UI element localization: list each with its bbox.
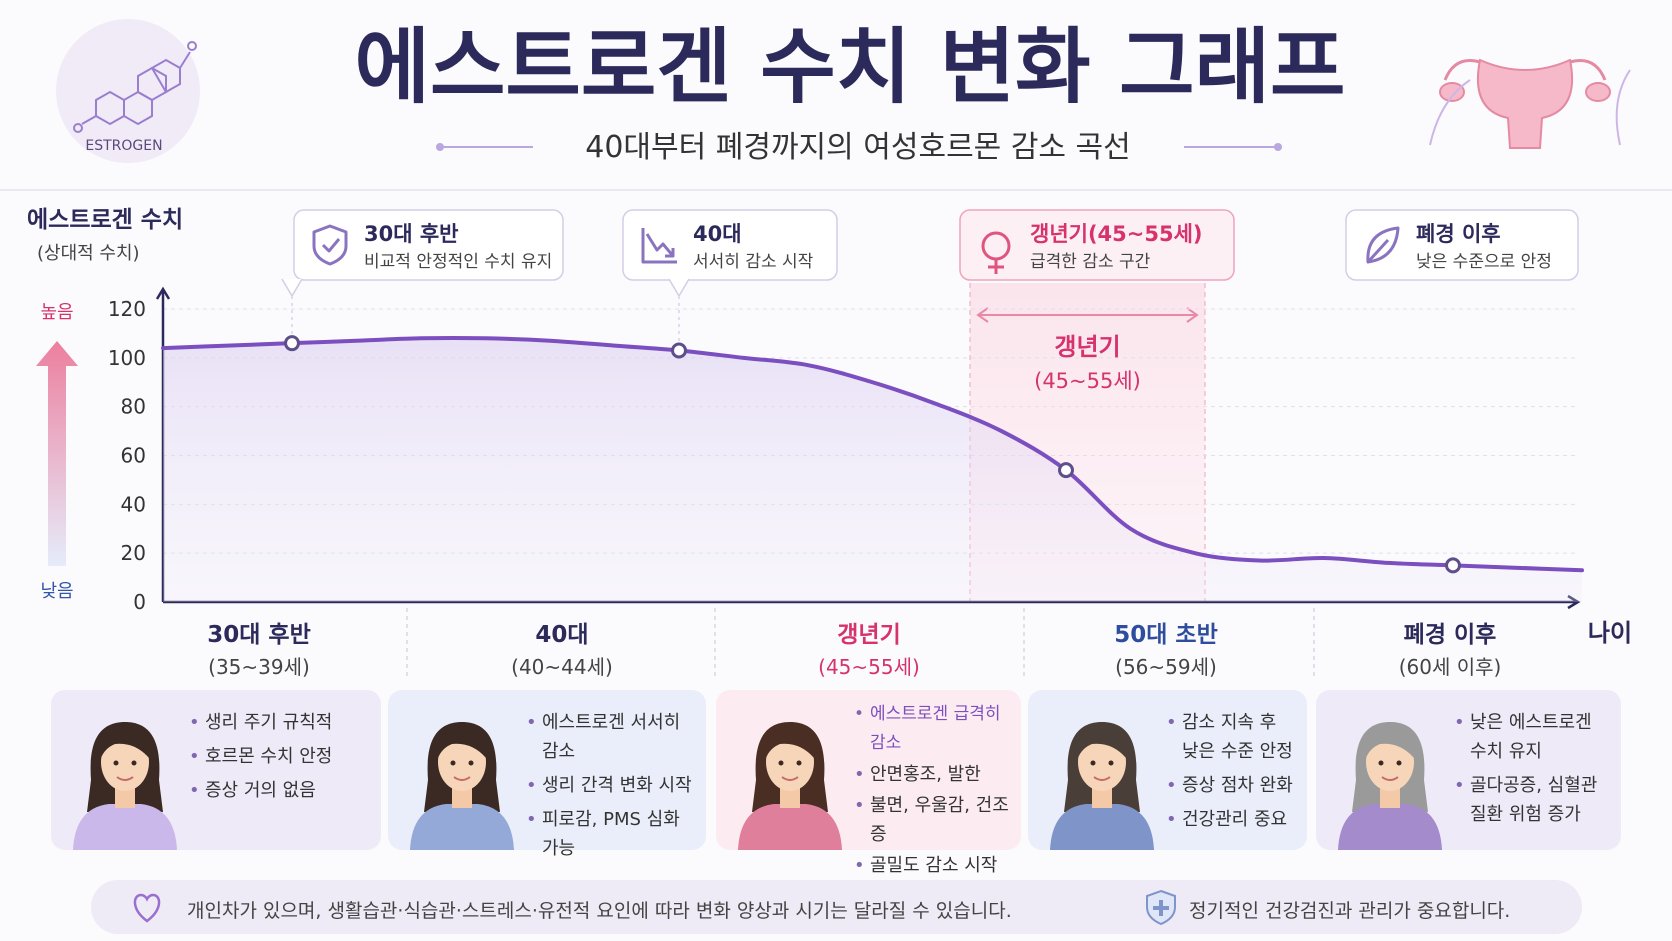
callout-box: [959, 209, 1235, 281]
subtitle-dot: [1274, 143, 1282, 151]
callout-title: 갱년기(45~55세): [1030, 222, 1203, 246]
stage-name: 50대 초반: [1114, 622, 1218, 648]
band-arrow: [976, 307, 1199, 323]
molecule-icon: [73, 41, 197, 133]
stage-bullet: 감소 지속 후 낮은 수준 안정: [1166, 708, 1295, 766]
marker: [284, 335, 300, 352]
callout-box: [1345, 209, 1579, 281]
stage-bullet: 생리 주기 규칙적: [189, 708, 369, 737]
stage-bullet: 생리 간격 변화 시작: [526, 771, 694, 800]
person-illustration: [410, 722, 514, 850]
marker: [671, 342, 687, 359]
callout-pointer: [281, 278, 303, 298]
stage-bullet: 피로감, PMS 심화 가능: [526, 805, 694, 863]
heart-icon: [133, 893, 161, 923]
footer-tip: 정기적인 건강검진과 관리가 중요합니다.: [1189, 900, 1511, 922]
level-arrow: [36, 341, 78, 566]
callout-pointer: [668, 278, 690, 298]
stage-range: (60세 이후): [1399, 655, 1502, 679]
stage-bullets: 감소 지속 후 낮은 수준 안정증상 점차 완화건강관리 중요: [1166, 708, 1295, 839]
callout-icon: [981, 231, 1011, 274]
person-illustration: [1050, 722, 1154, 850]
stage-bullet: 골밀도 감소 시작: [854, 851, 1009, 880]
marker: [1445, 557, 1461, 574]
footer-note: 개인차가 있으며, 생활습관·식습관·스트레스·유전적 요인에 따라 변화 양상…: [187, 900, 1012, 922]
stage-range: (56~59세): [1115, 655, 1217, 679]
y-tick-label: 0: [133, 590, 146, 614]
low-label: 낮음: [40, 581, 73, 602]
callout-text: 낮은 수준으로 안정: [1416, 252, 1552, 272]
x-axis-label: 나이: [1588, 619, 1632, 647]
callout-icon: [1366, 226, 1400, 264]
stage-name: 40대: [535, 622, 588, 648]
stage-name: 갱년기: [837, 622, 900, 648]
callout: 갱년기(45~55세) 급격한 감소 구간: [959, 209, 1235, 281]
stage-bullet: 낮은 에스트로겐 수치 유지: [1454, 708, 1609, 766]
stage-bullet: 증상 점차 완화: [1166, 771, 1295, 800]
area: [163, 337, 1582, 602]
person-illustration: [738, 722, 842, 850]
plot: 갱년기 (45~55세) 0 20 40 60 80 100 120: [108, 283, 1584, 614]
stage-bullet: 불면, 우울감, 건조증: [854, 791, 1009, 849]
y-tick-label: 120: [108, 297, 146, 321]
person-illustration: [1338, 722, 1442, 850]
logo-label: ESTROGEN: [85, 138, 162, 154]
stage-bullets: 낮은 에스트로겐 수치 유지골다공증, 심혈관 질환 위험 증가: [1454, 708, 1609, 834]
band-sublabel: (45~55세): [1034, 369, 1141, 393]
line: [161, 335, 1584, 573]
stage-card: 생리 주기 규칙적호르몬 수치 안정증상 거의 없음: [51, 690, 381, 850]
callout-box: [293, 209, 564, 281]
callout-title: 폐경 이후: [1416, 222, 1501, 246]
callout-text: 급격한 감소 구간: [1030, 252, 1151, 272]
y-tick-label: 20: [121, 541, 146, 565]
y-tick-label: 60: [121, 444, 146, 468]
stage-bullets: 생리 주기 규칙적호르몬 수치 안정증상 거의 없음: [189, 708, 369, 810]
marker: [1058, 462, 1074, 479]
y-tick-label: 100: [108, 346, 146, 370]
title: 에스트로겐 수치 변화 그래프: [355, 20, 1346, 115]
callout-icon: [641, 228, 677, 264]
band-label: 갱년기: [1054, 333, 1120, 361]
y-tick-label: 40: [121, 492, 146, 516]
callout-title: 40대: [693, 222, 742, 246]
logo-circle: [56, 19, 200, 163]
stage-bullet: 골다공증, 심혈관 질환 위험 증가: [1454, 771, 1609, 829]
stage-card: 에스트로겐 급격히 감소안면홍조, 발한불면, 우울감, 건조증골밀도 감소 시…: [716, 690, 1021, 880]
stage-bullets: 에스트로겐 서서히 감소생리 간격 변화 시작피로감, PMS 심화 가능: [526, 708, 694, 868]
stage-range: (45~55세): [818, 655, 920, 679]
uterus-icon: [1429, 58, 1631, 149]
stage-bullet: 에스트로겐 서서히 감소: [526, 708, 694, 766]
stage-card: 에스트로겐 서서히 감소생리 간격 변화 시작피로감, PMS 심화 가능: [388, 690, 706, 859]
stage-card: 낮은 에스트로겐 수치 유지골다공증, 심혈관 질환 위험 증가: [1316, 690, 1621, 850]
y-tick-label: 80: [121, 395, 146, 419]
callout-title: 30대 후반: [364, 222, 459, 246]
stage-card: 감소 지속 후 낮은 수준 안정증상 점차 완화건강관리 중요: [1028, 690, 1307, 850]
callout-icon: [312, 224, 348, 266]
subtitle: 40대부터 폐경까지의 여성호르몬 감소 곡선: [585, 130, 1131, 165]
stage-bullet: 에스트로겐 급격히 감소: [854, 700, 1009, 758]
stage-bullet: 건강관리 중요: [1166, 805, 1295, 834]
y-axis-sublabel: (상대적 수치): [37, 243, 140, 264]
high-label: 높음: [40, 302, 73, 323]
footer: 개인차가 있으며, 생활습관·식습관·스트레스·유전적 요인에 따라 변화 양상…: [91, 880, 1582, 934]
shield-icon: [1146, 889, 1176, 926]
callout-text: 서서히 감소 시작: [693, 252, 814, 272]
stage-bullet: 증상 거의 없음: [189, 776, 369, 805]
stage-bullet: 호르몬 수치 안정: [189, 742, 369, 771]
y-axis-label: 에스트로겐 수치: [27, 207, 183, 233]
subtitle-dot: [436, 143, 444, 151]
infographic: ESTROGEN 에스트로겐 수치 변화 그래프 40대부터 폐경까지의 여성호…: [0, 19, 1672, 679]
person-illustration: [73, 722, 177, 850]
stage-name: 폐경 이후: [1404, 622, 1497, 648]
callout-text: 비교적 안정적인 수치 유지: [364, 252, 552, 272]
stage-range: (35~39세): [208, 655, 310, 679]
stage-bullet: 안면홍조, 발한: [854, 760, 1009, 789]
stage-name: 30대 후반: [207, 622, 311, 648]
stage-range: (40~44세): [511, 655, 613, 679]
stage-bullets: 에스트로겐 급격히 감소안면홍조, 발한불면, 우울감, 건조증골밀도 감소 시…: [854, 700, 1009, 882]
